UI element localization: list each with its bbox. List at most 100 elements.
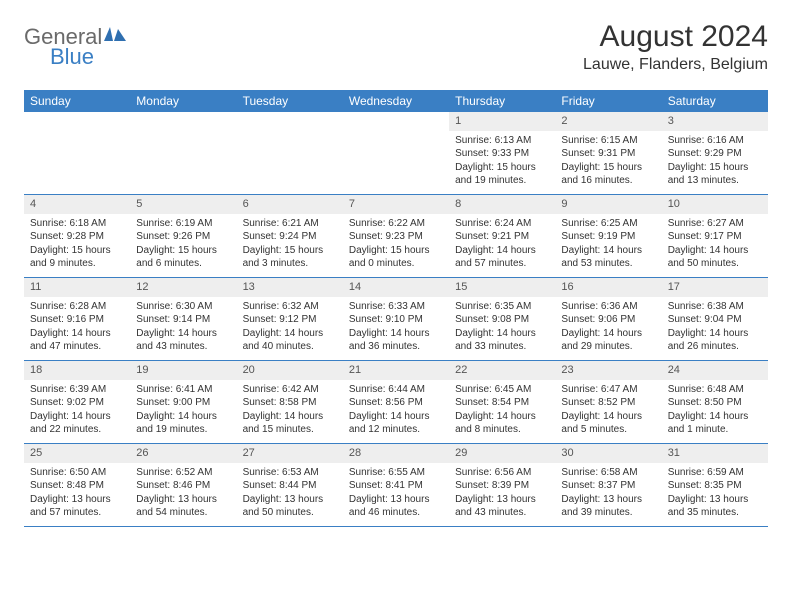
sunset-text: Sunset: 9:28 PM [30,230,124,244]
day-content: Sunrise: 6:39 AMSunset: 9:02 PMDaylight:… [24,380,130,443]
daylight-text: Daylight: 15 hours and 13 minutes. [668,161,762,188]
day-number: 12 [130,278,236,297]
sunset-text: Sunset: 8:41 PM [349,479,443,493]
sunrise-text: Sunrise: 6:28 AM [30,300,124,314]
daylight-text: Daylight: 14 hours and 47 minutes. [30,327,124,354]
daylight-text: Daylight: 14 hours and 22 minutes. [30,410,124,437]
day-number: 1 [449,112,555,131]
sunset-text: Sunset: 8:52 PM [561,396,655,410]
day-number: 9 [555,195,661,214]
sunset-text: Sunset: 9:08 PM [455,313,549,327]
day-header-sat: Saturday [662,90,768,112]
day-content: Sunrise: 6:25 AMSunset: 9:19 PMDaylight:… [555,214,661,277]
day-number: 7 [343,195,449,214]
day-number: 2 [555,112,661,131]
daylight-text: Daylight: 14 hours and 12 minutes. [349,410,443,437]
day-cell: 11Sunrise: 6:28 AMSunset: 9:16 PMDayligh… [24,278,130,360]
sunset-text: Sunset: 9:31 PM [561,147,655,161]
sunset-text: Sunset: 9:33 PM [455,147,549,161]
day-content: Sunrise: 6:24 AMSunset: 9:21 PMDaylight:… [449,214,555,277]
day-content: Sunrise: 6:22 AMSunset: 9:23 PMDaylight:… [343,214,449,277]
daylight-text: Daylight: 14 hours and 33 minutes. [455,327,549,354]
sunrise-text: Sunrise: 6:59 AM [668,466,762,480]
daylight-text: Daylight: 15 hours and 3 minutes. [243,244,337,271]
calendar-grid: Sunday Monday Tuesday Wednesday Thursday… [24,90,768,527]
day-cell: 3Sunrise: 6:16 AMSunset: 9:29 PMDaylight… [662,112,768,194]
sunrise-text: Sunrise: 6:15 AM [561,134,655,148]
day-cell: 26Sunrise: 6:52 AMSunset: 8:46 PMDayligh… [130,444,236,526]
day-content: Sunrise: 6:38 AMSunset: 9:04 PMDaylight:… [662,297,768,360]
day-cell: 2Sunrise: 6:15 AMSunset: 9:31 PMDaylight… [555,112,661,194]
day-content: Sunrise: 6:53 AMSunset: 8:44 PMDaylight:… [237,463,343,526]
day-content: Sunrise: 6:50 AMSunset: 8:48 PMDaylight:… [24,463,130,526]
brand-part2: Blue [50,44,94,69]
daylight-text: Daylight: 15 hours and 9 minutes. [30,244,124,271]
day-cell [237,112,343,194]
day-number: 13 [237,278,343,297]
day-header-fri: Friday [555,90,661,112]
week-row: 18Sunrise: 6:39 AMSunset: 9:02 PMDayligh… [24,361,768,444]
sunset-text: Sunset: 9:23 PM [349,230,443,244]
sunset-text: Sunset: 9:10 PM [349,313,443,327]
daylight-text: Daylight: 14 hours and 50 minutes. [668,244,762,271]
sunset-text: Sunset: 8:37 PM [561,479,655,493]
brand-logo: GeneralBlue [24,24,126,70]
day-content: Sunrise: 6:33 AMSunset: 9:10 PMDaylight:… [343,297,449,360]
sunset-text: Sunset: 9:29 PM [668,147,762,161]
sunrise-text: Sunrise: 6:13 AM [455,134,549,148]
day-number: 4 [24,195,130,214]
day-number: 29 [449,444,555,463]
day-cell: 23Sunrise: 6:47 AMSunset: 8:52 PMDayligh… [555,361,661,443]
day-number: 20 [237,361,343,380]
day-number: 15 [449,278,555,297]
sunrise-text: Sunrise: 6:42 AM [243,383,337,397]
sunset-text: Sunset: 9:04 PM [668,313,762,327]
sunrise-text: Sunrise: 6:58 AM [561,466,655,480]
daylight-text: Daylight: 15 hours and 19 minutes. [455,161,549,188]
daylight-text: Daylight: 13 hours and 46 minutes. [349,493,443,520]
day-cell: 21Sunrise: 6:44 AMSunset: 8:56 PMDayligh… [343,361,449,443]
day-cell: 29Sunrise: 6:56 AMSunset: 8:39 PMDayligh… [449,444,555,526]
day-cell: 9Sunrise: 6:25 AMSunset: 9:19 PMDaylight… [555,195,661,277]
day-number: 31 [662,444,768,463]
day-cell: 30Sunrise: 6:58 AMSunset: 8:37 PMDayligh… [555,444,661,526]
day-content: Sunrise: 6:27 AMSunset: 9:17 PMDaylight:… [662,214,768,277]
day-cell: 4Sunrise: 6:18 AMSunset: 9:28 PMDaylight… [24,195,130,277]
sunrise-text: Sunrise: 6:16 AM [668,134,762,148]
day-content: Sunrise: 6:21 AMSunset: 9:24 PMDaylight:… [237,214,343,277]
daylight-text: Daylight: 14 hours and 5 minutes. [561,410,655,437]
sunrise-text: Sunrise: 6:39 AM [30,383,124,397]
title-group: August 2024 Lauwe, Flanders, Belgium [583,20,768,78]
day-cell: 31Sunrise: 6:59 AMSunset: 8:35 PMDayligh… [662,444,768,526]
day-content: Sunrise: 6:18 AMSunset: 9:28 PMDaylight:… [24,214,130,277]
day-content: Sunrise: 6:48 AMSunset: 8:50 PMDaylight:… [662,380,768,443]
daylight-text: Daylight: 13 hours and 57 minutes. [30,493,124,520]
sunrise-text: Sunrise: 6:55 AM [349,466,443,480]
sunset-text: Sunset: 9:14 PM [136,313,230,327]
day-content: Sunrise: 6:13 AMSunset: 9:33 PMDaylight:… [449,131,555,194]
day-content: Sunrise: 6:15 AMSunset: 9:31 PMDaylight:… [555,131,661,194]
day-header-row: Sunday Monday Tuesday Wednesday Thursday… [24,90,768,112]
sunrise-text: Sunrise: 6:48 AM [668,383,762,397]
sunrise-text: Sunrise: 6:53 AM [243,466,337,480]
daylight-text: Daylight: 13 hours and 39 minutes. [561,493,655,520]
day-cell: 8Sunrise: 6:24 AMSunset: 9:21 PMDaylight… [449,195,555,277]
day-content: Sunrise: 6:35 AMSunset: 9:08 PMDaylight:… [449,297,555,360]
day-cell: 22Sunrise: 6:45 AMSunset: 8:54 PMDayligh… [449,361,555,443]
sunset-text: Sunset: 8:46 PM [136,479,230,493]
sunset-text: Sunset: 9:06 PM [561,313,655,327]
day-cell: 28Sunrise: 6:55 AMSunset: 8:41 PMDayligh… [343,444,449,526]
daylight-text: Daylight: 14 hours and 15 minutes. [243,410,337,437]
day-number: 27 [237,444,343,463]
sunrise-text: Sunrise: 6:47 AM [561,383,655,397]
day-cell: 14Sunrise: 6:33 AMSunset: 9:10 PMDayligh… [343,278,449,360]
sunset-text: Sunset: 9:12 PM [243,313,337,327]
day-number: 26 [130,444,236,463]
day-number: 19 [130,361,236,380]
daylight-text: Daylight: 15 hours and 0 minutes. [349,244,443,271]
day-cell: 15Sunrise: 6:35 AMSunset: 9:08 PMDayligh… [449,278,555,360]
day-cell: 5Sunrise: 6:19 AMSunset: 9:26 PMDaylight… [130,195,236,277]
sunset-text: Sunset: 8:48 PM [30,479,124,493]
daylight-text: Daylight: 14 hours and 29 minutes. [561,327,655,354]
daylight-text: Daylight: 14 hours and 43 minutes. [136,327,230,354]
